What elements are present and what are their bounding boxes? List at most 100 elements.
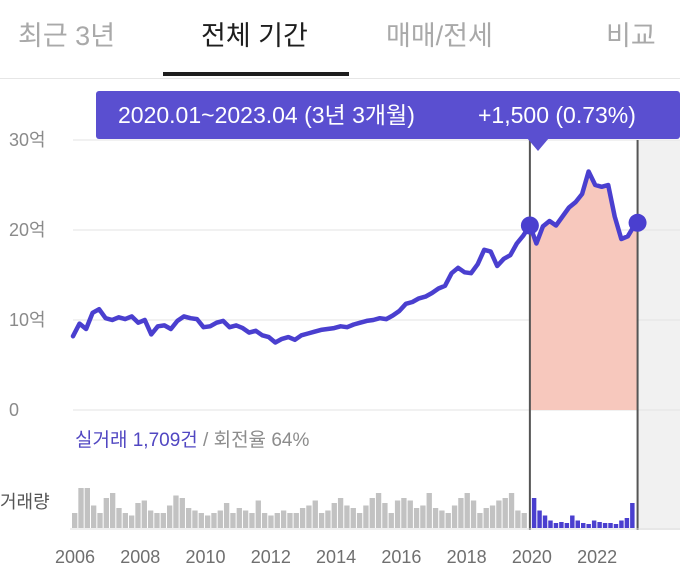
x-tick-label: 2022 bbox=[577, 547, 617, 567]
volume-bar bbox=[230, 513, 236, 528]
volume-bar-highlight bbox=[624, 518, 630, 528]
y-tick-label: 0 bbox=[9, 400, 19, 420]
volume-bar bbox=[413, 508, 420, 528]
volume-bar bbox=[489, 505, 496, 528]
volume-bar bbox=[312, 500, 318, 528]
y-tick-label: 20억 bbox=[9, 220, 46, 240]
volume-bar bbox=[204, 515, 211, 528]
volume-bar bbox=[103, 498, 109, 528]
x-tick-label: 2006 bbox=[55, 547, 95, 567]
volume-bar bbox=[331, 503, 337, 528]
volume-bar-highlight bbox=[630, 503, 635, 528]
tab-trade-jeonse[interactable]: 매매/전세 bbox=[386, 21, 493, 51]
volume-bar bbox=[508, 493, 515, 528]
range-start-marker bbox=[520, 216, 539, 235]
x-tick-label: 2010 bbox=[186, 547, 226, 567]
volume-bar bbox=[515, 510, 521, 528]
volume-bar bbox=[242, 510, 249, 528]
volume-bar-highlight bbox=[580, 523, 586, 528]
volume-bar bbox=[464, 493, 470, 528]
volume-bar-highlight bbox=[548, 520, 553, 528]
volume-bar bbox=[521, 513, 527, 528]
volume-bar bbox=[420, 505, 426, 528]
volume-bar-highlight bbox=[564, 523, 570, 528]
volume-bar bbox=[249, 513, 255, 528]
tab-recent-3-years[interactable]: 최근 3년 bbox=[18, 21, 116, 51]
volume-bar bbox=[78, 488, 84, 528]
volume-bar bbox=[90, 505, 97, 528]
tab-all-period[interactable]: 전체 기간 bbox=[201, 21, 308, 51]
volume-bar bbox=[337, 498, 344, 528]
volume-bar bbox=[109, 493, 116, 528]
volume-bar bbox=[274, 513, 280, 528]
volume-bar bbox=[369, 498, 375, 528]
stat-separator: / bbox=[197, 430, 214, 451]
trade-stats: 실거래 1,709건 / 회전율 64% bbox=[75, 425, 309, 452]
volume-bar bbox=[198, 513, 204, 528]
future-region bbox=[637, 140, 680, 530]
volume-bar bbox=[432, 508, 439, 528]
volume-bar bbox=[477, 513, 483, 528]
volume-bar bbox=[426, 493, 432, 528]
volume-bar bbox=[287, 513, 293, 528]
volume-bar bbox=[293, 513, 299, 528]
volume-bar bbox=[223, 503, 230, 528]
trade-count: 실거래 1,709건 bbox=[75, 430, 198, 451]
volume-bar-highlight bbox=[553, 523, 559, 528]
volume-bar bbox=[375, 493, 382, 528]
volume-bar-highlight bbox=[619, 520, 624, 528]
volume-bar-highlight bbox=[602, 523, 608, 528]
price-line bbox=[70, 169, 640, 345]
volume-bar bbox=[483, 508, 489, 528]
volume-bar bbox=[268, 515, 274, 528]
y-tick-label: 10억 bbox=[9, 310, 46, 330]
x-tick-label: 2018 bbox=[447, 547, 487, 567]
volume-bar bbox=[84, 488, 90, 528]
range-end-marker bbox=[628, 213, 647, 232]
volume-bar-highlight bbox=[542, 515, 548, 528]
volume-bar bbox=[458, 498, 464, 528]
volume-bar bbox=[502, 498, 508, 528]
volume-bar-highlight bbox=[575, 520, 580, 528]
range-tooltip: 2020.01~2023.04 (3년 3개월) +1,500 (0.73%) bbox=[96, 91, 680, 139]
volume-bar bbox=[382, 503, 388, 528]
volume-bar bbox=[173, 495, 179, 528]
volume-bar bbox=[356, 513, 363, 528]
range-period: 2020.01~2023.04 (3년 3개월) bbox=[118, 102, 415, 128]
volume-bar bbox=[306, 505, 312, 528]
volume-bar bbox=[72, 513, 78, 528]
volume-bar bbox=[445, 513, 451, 528]
volume-bar bbox=[128, 515, 135, 528]
volume-bar bbox=[407, 500, 413, 528]
volume-bar bbox=[496, 500, 502, 528]
volume-bar bbox=[388, 513, 394, 528]
volume-bar bbox=[280, 510, 287, 528]
volume-bar bbox=[147, 510, 154, 528]
volume-bar bbox=[185, 508, 192, 528]
tab-bar: 최근 3년 전체 기간 매매/전세 비교 bbox=[0, 0, 680, 79]
range-change: +1,500 (0.73%) bbox=[478, 102, 636, 128]
turnover-rate: 회전율 64% bbox=[213, 430, 310, 451]
volume-bar bbox=[141, 500, 147, 528]
volume-bar-highlight bbox=[586, 524, 591, 528]
x-tick-label: 2014 bbox=[316, 547, 356, 567]
y-tick-label: 30억 bbox=[9, 130, 46, 150]
volume-bar bbox=[344, 505, 350, 528]
volume-bar bbox=[160, 513, 166, 528]
volume-bar-highlight bbox=[613, 524, 619, 528]
tab-compare[interactable]: 비교 bbox=[606, 21, 656, 51]
x-tick-label: 2016 bbox=[381, 547, 421, 567]
volume-bar-highlight bbox=[531, 498, 537, 528]
volume-bar-highlight bbox=[597, 522, 602, 528]
volume-bar bbox=[470, 500, 477, 528]
volume-bar-highlight bbox=[559, 522, 564, 528]
volume-bar-highlight bbox=[608, 523, 613, 528]
volume-bar bbox=[135, 503, 141, 528]
volume-bar-highlight bbox=[570, 515, 575, 528]
volume-bar bbox=[236, 508, 242, 528]
volume-bar-highlight bbox=[591, 520, 597, 528]
volume-bar bbox=[217, 510, 223, 528]
volume-bar bbox=[97, 513, 103, 528]
x-tick-label: 2008 bbox=[120, 547, 160, 567]
